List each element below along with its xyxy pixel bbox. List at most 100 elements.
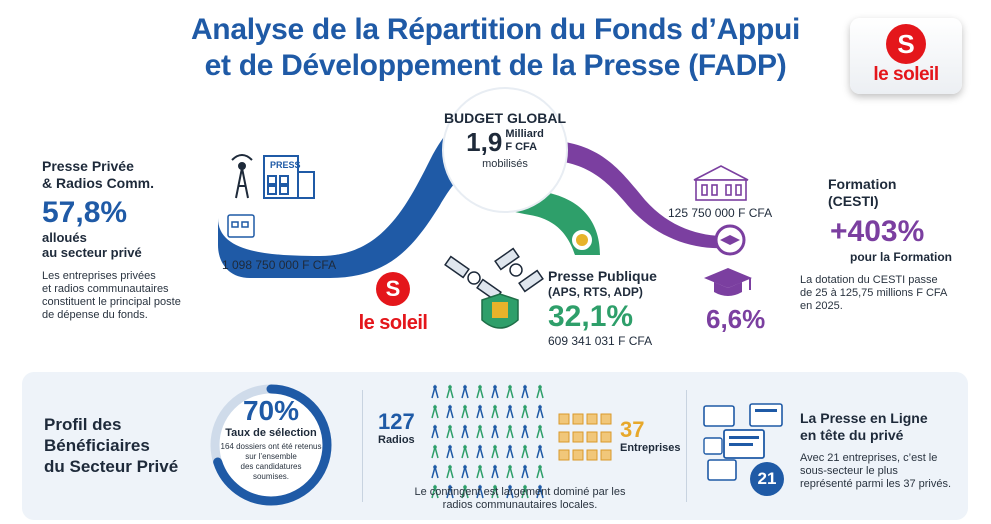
radio-tower-pictogram	[518, 384, 533, 400]
press-sign: PRESS	[270, 160, 301, 170]
radio-tower-pictogram	[488, 384, 503, 400]
budget-unit-line2: F CFA	[505, 141, 538, 153]
selection-rate-note-line1: 164 dossiers ont été retenus	[220, 442, 322, 451]
online-block: La Presse en Ligne en tête du privé Avec…	[800, 410, 966, 491]
training-growth-sub: pour la Formation	[850, 250, 952, 264]
enterprise-pictogram	[558, 430, 572, 445]
public-amount: 609 341 031 F CFA	[548, 334, 653, 348]
enterprise-pictogram	[586, 430, 600, 445]
radio-tower-pictogram	[458, 484, 473, 500]
profile-heading-line1: Profil des	[44, 415, 122, 434]
small-building-icon	[227, 214, 255, 238]
press-building-icon	[263, 155, 315, 199]
radio-tower-pictogram	[518, 464, 533, 480]
radio-tower-pictogram	[533, 384, 548, 400]
private-percent: 57,8%	[42, 196, 128, 229]
selection-rate-note-line2: sur l’ensemble	[245, 452, 297, 461]
training-ribbon	[540, 140, 725, 249]
radio-tower-pictogram	[518, 404, 533, 420]
online-heading-line1: La Presse en Ligne	[800, 410, 928, 426]
training-percent: 6,6%	[706, 304, 766, 334]
radio-tower-pictogram	[518, 424, 533, 440]
private-amount: 1 098 750 000 F CFA	[222, 258, 337, 272]
radios-count-block: 127 Radios	[378, 409, 415, 447]
radio-tower-pictogram	[473, 404, 488, 420]
radio-tower-pictogram	[518, 444, 533, 460]
budget-note: mobilisés	[482, 158, 528, 170]
selection-rate-ring	[210, 384, 332, 506]
radio-tower-pictogram	[533, 444, 548, 460]
public-heading: Presse Publique	[548, 268, 657, 284]
online-count-badge: 21	[750, 462, 784, 496]
private-desc-line3: constituent le principal poste	[42, 296, 181, 308]
radio-tower-pictogram	[533, 464, 548, 480]
enterprise-pictogram	[558, 448, 572, 463]
private-block: Presse Privée & Radios Comm. 57,8% allou…	[42, 158, 212, 322]
enterprise-pictogram	[572, 412, 586, 427]
radio-tower-icon	[231, 154, 253, 199]
radio-tower-pictogram	[428, 464, 443, 480]
online-press-icon	[703, 403, 783, 481]
enterprise-pictogram	[600, 448, 614, 463]
radio-tower-pictogram	[443, 484, 458, 500]
radio-tower-pictogram	[518, 484, 533, 500]
radio-tower-pictogram	[473, 424, 488, 440]
private-sub-line2: au secteur privé	[42, 245, 142, 260]
graduation-cap-icon	[704, 268, 752, 296]
training-amount: 125 750 000 F CFA	[668, 206, 773, 220]
enterprise-pictogram	[572, 448, 586, 463]
enterprise-pictogram	[586, 448, 600, 463]
radios-count: 127	[378, 409, 415, 434]
radios-label: Radios	[378, 434, 415, 446]
enterprises-count: 37	[620, 417, 645, 442]
selection-rate-note-line3: des candidatures	[240, 462, 302, 471]
satellite-icon	[444, 247, 544, 302]
budget-circle	[442, 87, 568, 213]
selection-rate-label: Taux de sélection	[225, 427, 317, 439]
radio-tower-pictogram	[428, 424, 443, 440]
radio-tower-pictogram	[428, 384, 443, 400]
radio-tower-pictogram	[428, 404, 443, 420]
radio-tower-pictogram	[503, 444, 518, 460]
divider-2	[686, 390, 687, 502]
title-line-2: et de Développement de la Presse (FADP)	[204, 49, 787, 82]
radio-tower-pictogram	[443, 404, 458, 420]
radio-tower-pictogram	[473, 444, 488, 460]
radio-tower-pictogram	[473, 464, 488, 480]
public-percent: 32,1%	[548, 300, 634, 333]
enterprise-pictogram	[586, 412, 600, 427]
radio-tower-pictogram	[533, 404, 548, 420]
budget-amount: 1,9	[466, 127, 503, 157]
online-heading-line2: en tête du privé	[800, 427, 904, 443]
selection-rate-value: 70%	[242, 395, 300, 426]
radio-tower-pictogram	[488, 484, 503, 500]
budget-block: BUDGET GLOBAL 1,9 Milliard F CFA mobilis…	[440, 110, 570, 170]
enterprise-building-grid	[558, 412, 614, 472]
online-desc-line2: sous-secteur le plus	[800, 465, 898, 477]
online-desc-line3: représenté parmi les 37 privés.	[800, 478, 952, 490]
contingent-note: Le contingent est largement dominé par l…	[390, 486, 650, 512]
university-icon	[693, 165, 749, 201]
emblem-icon-bottom	[481, 293, 519, 329]
center-logo: S le soleil	[338, 272, 448, 335]
center-logo-text: le soleil	[358, 312, 428, 334]
radio-tower-pictogram	[503, 424, 518, 440]
selection-rate-arc	[210, 384, 332, 506]
contingent-note-line1: Le contingent est largement dominé par l…	[414, 486, 626, 498]
radio-tower-pictogram	[443, 464, 458, 480]
logo-mark: S	[886, 24, 926, 64]
divider-1	[362, 390, 363, 502]
enterprise-pictogram	[558, 412, 572, 427]
radio-tower-pictogram	[443, 424, 458, 440]
mortarboard-icon	[720, 235, 740, 245]
training-desc-line2: de 25 à 125,75 millions F CFA	[800, 287, 948, 299]
public-block: Presse Publique (APS, RTS, ADP) 32,1% 60…	[548, 268, 698, 348]
enterprises-label: Entreprises	[620, 442, 681, 454]
radio-tower-pictogram	[488, 424, 503, 440]
profile-heading-line3: du Secteur Privé	[44, 457, 179, 476]
emblem-icon-top	[570, 228, 594, 252]
radio-tower-pictogram	[488, 444, 503, 460]
radio-tower-pictogram	[488, 404, 503, 420]
radio-tower-pictogram	[443, 444, 458, 460]
